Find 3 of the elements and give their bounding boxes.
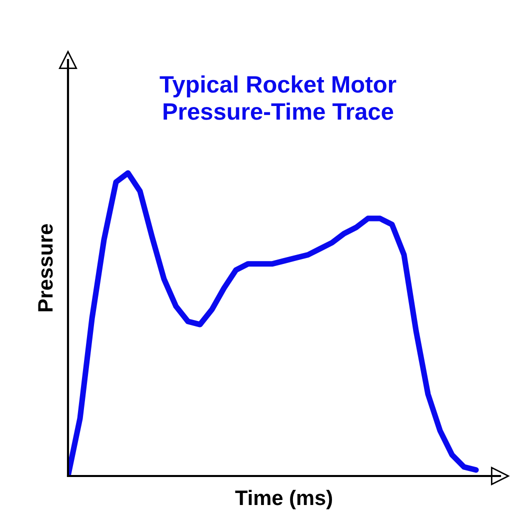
y-axis-title: Pressure (38, 224, 53, 312)
chart-title: Typical Rocket Motor Pressure-Time Trace (160, 75, 396, 120)
x-axis-title: Time (ms) (235, 490, 332, 510)
